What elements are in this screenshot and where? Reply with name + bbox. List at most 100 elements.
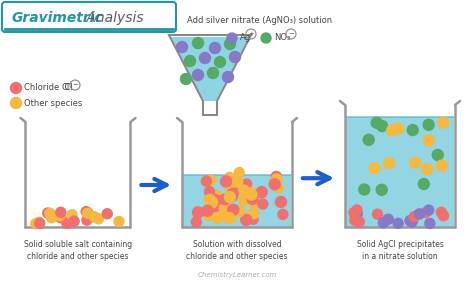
Circle shape [424, 205, 434, 215]
Circle shape [220, 194, 231, 205]
Circle shape [232, 206, 242, 216]
Circle shape [383, 214, 393, 224]
Circle shape [227, 188, 238, 199]
Circle shape [43, 208, 53, 218]
Circle shape [220, 194, 230, 204]
Circle shape [114, 217, 124, 226]
Circle shape [46, 213, 56, 223]
Circle shape [246, 189, 257, 200]
Circle shape [387, 125, 398, 136]
Circle shape [407, 217, 417, 227]
Circle shape [359, 184, 370, 195]
Circle shape [410, 157, 420, 168]
Circle shape [210, 195, 221, 206]
Text: Add silver nitrate (AgNO₃) solution: Add silver nitrate (AgNO₃) solution [187, 16, 333, 25]
Circle shape [225, 172, 235, 183]
Text: Solution with dissolved
chloride and other species: Solution with dissolved chloride and oth… [186, 240, 288, 261]
Text: Analysis: Analysis [82, 11, 144, 25]
Circle shape [69, 216, 79, 226]
Circle shape [215, 57, 226, 67]
Circle shape [350, 209, 360, 219]
Circle shape [423, 119, 434, 130]
Circle shape [247, 188, 257, 197]
Circle shape [83, 208, 93, 218]
Text: +: + [248, 31, 254, 37]
Polygon shape [171, 37, 249, 101]
Text: Other species: Other species [24, 98, 82, 108]
Circle shape [31, 219, 41, 229]
Text: Solid AgCl precipitates
in a nitrate solution: Solid AgCl precipitates in a nitrate sol… [356, 240, 444, 261]
Circle shape [56, 213, 66, 223]
Circle shape [192, 207, 203, 218]
Circle shape [10, 83, 21, 93]
Text: Ag: Ag [240, 33, 251, 42]
Circle shape [35, 218, 45, 228]
Circle shape [241, 214, 252, 225]
Circle shape [225, 38, 236, 50]
Circle shape [220, 176, 231, 187]
Circle shape [176, 42, 188, 52]
Circle shape [408, 215, 418, 225]
Circle shape [210, 202, 220, 212]
Circle shape [34, 217, 44, 227]
Circle shape [410, 212, 419, 222]
Circle shape [425, 219, 435, 229]
Text: −: − [72, 82, 78, 88]
Bar [183, 175, 291, 227]
Circle shape [45, 208, 55, 218]
Circle shape [378, 218, 388, 228]
Circle shape [219, 203, 229, 213]
Circle shape [249, 198, 259, 208]
Circle shape [352, 205, 362, 215]
Circle shape [204, 194, 215, 205]
Circle shape [248, 208, 259, 219]
Circle shape [202, 205, 213, 216]
Circle shape [232, 176, 243, 187]
Circle shape [256, 187, 267, 198]
Circle shape [420, 207, 430, 218]
Circle shape [67, 210, 77, 220]
Circle shape [371, 117, 382, 128]
Circle shape [247, 193, 258, 204]
Circle shape [227, 33, 237, 43]
Circle shape [93, 214, 103, 224]
Circle shape [421, 163, 433, 175]
Circle shape [376, 184, 387, 195]
Circle shape [418, 178, 429, 190]
Circle shape [242, 179, 252, 189]
Circle shape [192, 69, 203, 81]
Circle shape [278, 209, 288, 219]
Circle shape [102, 209, 112, 219]
Circle shape [436, 160, 447, 171]
Circle shape [369, 163, 380, 173]
Circle shape [363, 134, 374, 145]
Circle shape [220, 207, 230, 217]
Circle shape [273, 183, 283, 193]
Circle shape [82, 215, 92, 225]
Circle shape [228, 184, 238, 194]
Circle shape [222, 71, 234, 83]
Circle shape [226, 205, 237, 215]
Circle shape [219, 209, 230, 220]
Circle shape [271, 171, 281, 181]
Circle shape [423, 135, 434, 146]
Circle shape [56, 207, 66, 217]
Circle shape [349, 208, 359, 218]
Circle shape [438, 117, 449, 128]
Circle shape [355, 217, 365, 227]
Circle shape [224, 192, 236, 202]
Bar [346, 117, 454, 227]
Circle shape [407, 125, 418, 136]
Circle shape [258, 199, 268, 209]
Circle shape [405, 216, 415, 226]
Circle shape [228, 191, 237, 201]
Circle shape [210, 42, 220, 54]
Circle shape [89, 212, 99, 222]
Circle shape [55, 211, 65, 221]
Circle shape [212, 190, 222, 200]
Text: −: − [288, 31, 294, 37]
Circle shape [192, 38, 203, 49]
Circle shape [226, 213, 236, 223]
Circle shape [10, 98, 21, 108]
Circle shape [271, 174, 282, 185]
